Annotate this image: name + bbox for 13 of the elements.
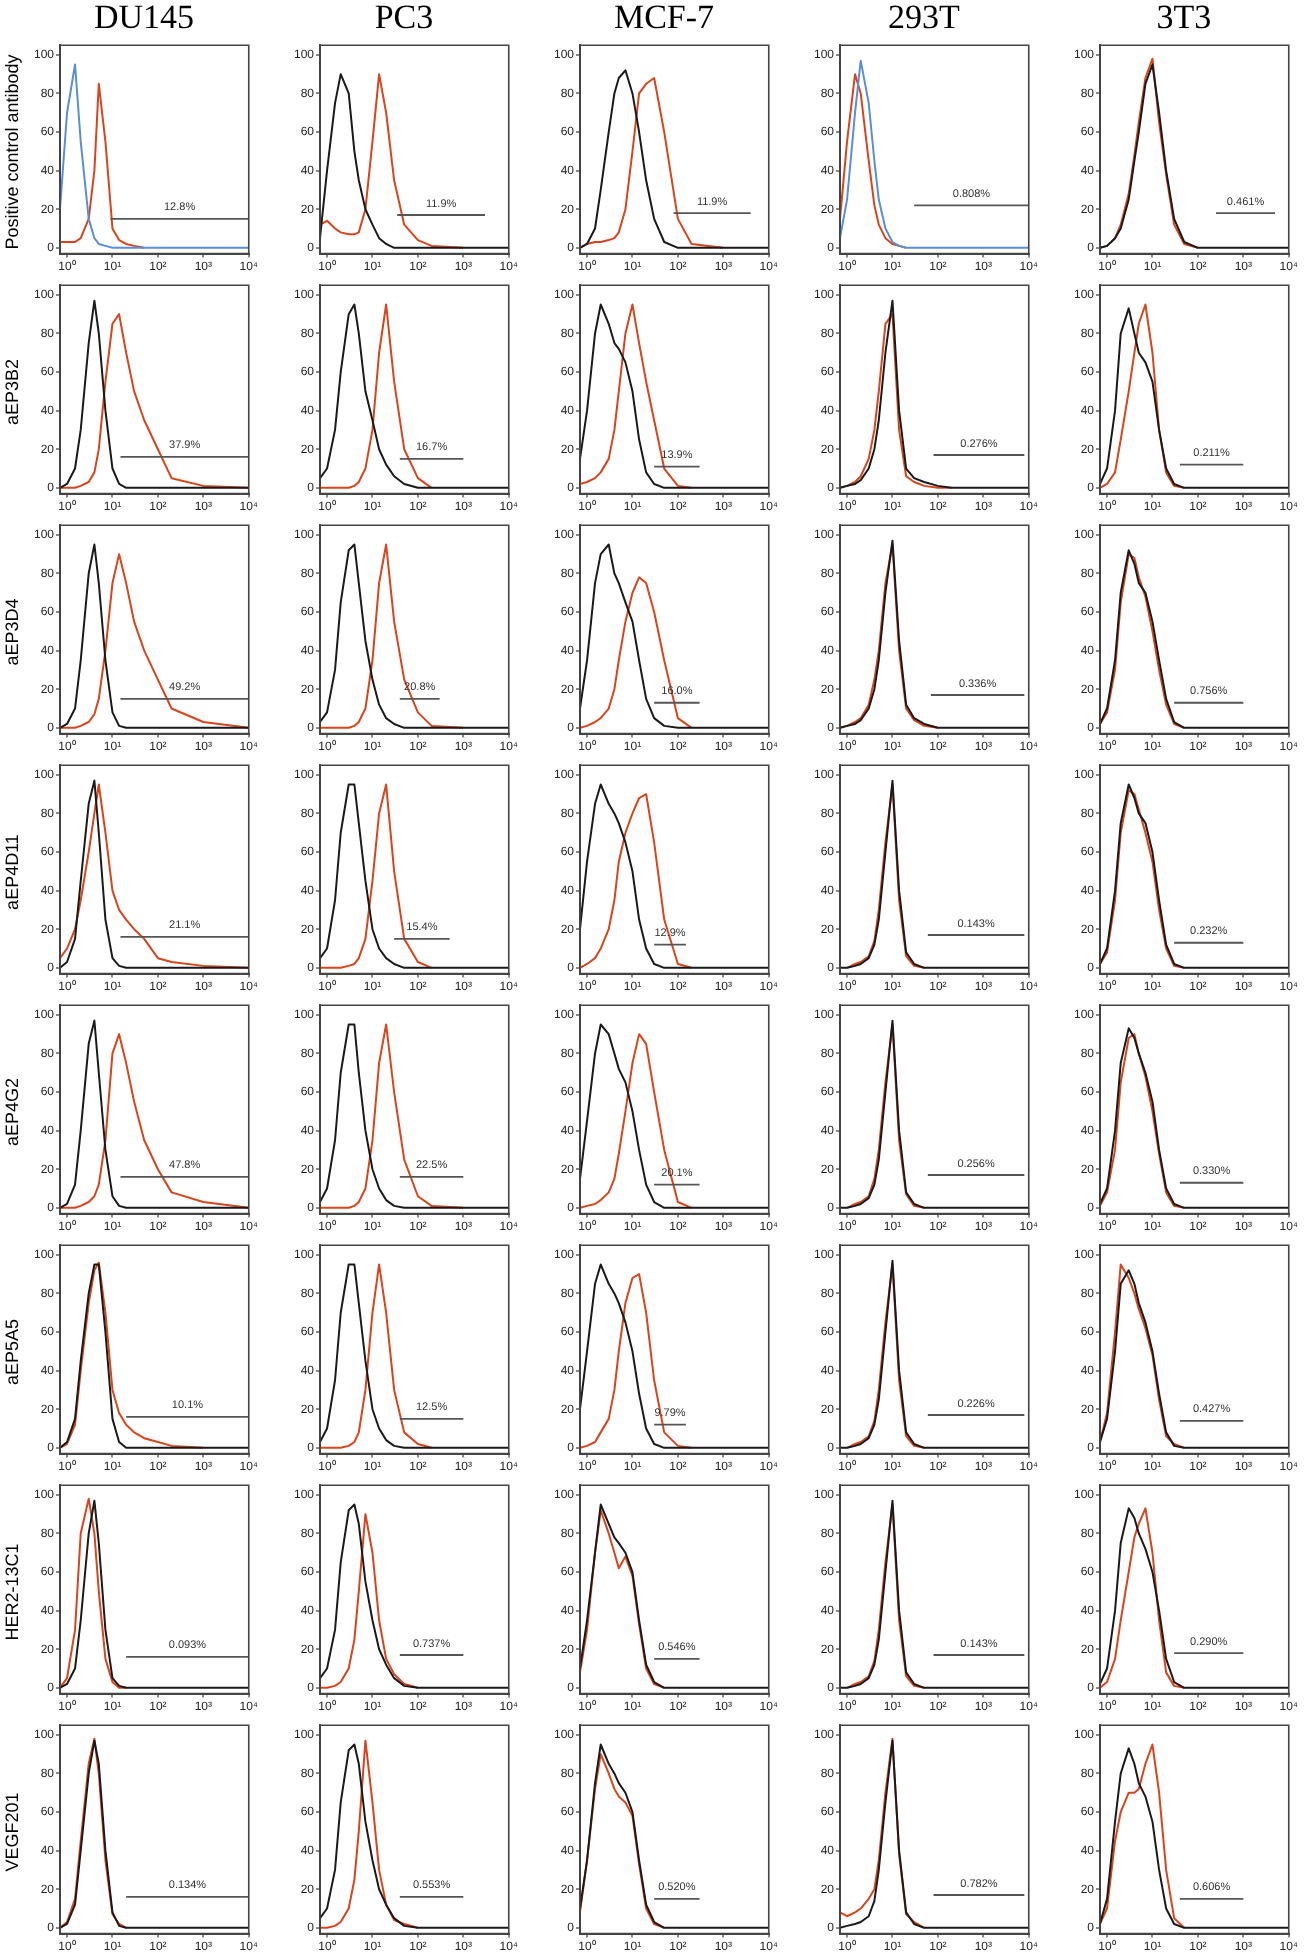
y-axis-title: Positive control antibody [2, 52, 24, 254]
chart-title: PC3 [372, 0, 436, 38]
chart-title: 293T [886, 0, 962, 38]
chart-title: DU145 [91, 0, 197, 38]
y-axis-title: aEP5A5 [2, 1316, 24, 1390]
y-axis-title: aEP3D4 [2, 596, 24, 670]
chart-title: MCF-7 [611, 0, 717, 38]
y-axis-title: HER2-13C1 [2, 1541, 24, 1645]
chart-title: 3T3 [1154, 0, 1214, 38]
y-axis-title: aEP3B2 [2, 356, 24, 430]
y-axis-title: aEP4D11 [2, 832, 24, 914]
y-axis-title: VEGF201 [2, 1790, 24, 1876]
y-axis-title: aEP4G2 [2, 1075, 24, 1151]
